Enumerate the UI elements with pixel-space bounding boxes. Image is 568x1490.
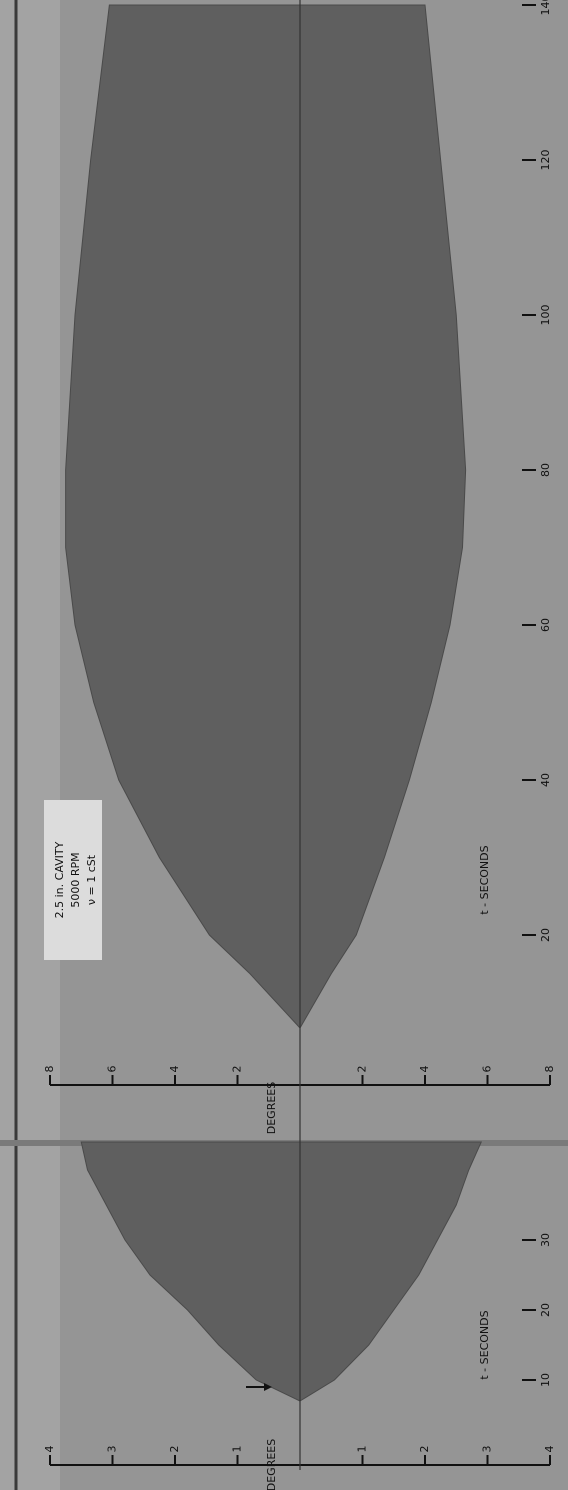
y-tick-label: 6 [106, 1066, 119, 1073]
annotation-text: ν = 1 cSt [85, 854, 98, 905]
plots: 4 3 2 1 1 2 3 4 DEGREES 10 20 30 t - SECONDS 8 6 4 2 2 4 6 8… [43, 0, 556, 1490]
x-axis-label: t - SECONDS [478, 845, 491, 914]
y-tick-label: 2 [356, 1066, 369, 1073]
x-axis-label: t - SECONDS [478, 1310, 491, 1379]
y-tick-label: 3 [106, 1446, 119, 1453]
y-tick-label: 4 [543, 1446, 556, 1453]
y-tick-label: 8 [543, 1066, 556, 1073]
x-tick-label: 60 [539, 618, 552, 632]
y-tick-label: 4 [418, 1066, 431, 1073]
y-tick-label: 2 [418, 1446, 431, 1453]
x-tick-label: 100 [539, 305, 552, 326]
x-tick-label: 140 [539, 0, 552, 16]
envelope-area [299, 4, 467, 1090]
y-tick-label: 4 [43, 1446, 56, 1453]
annotation-box [44, 800, 102, 960]
envelope-area [65, 4, 301, 1090]
arrow [246, 1383, 272, 1391]
y-tick-label: 6 [481, 1066, 494, 1073]
x-tick-label: 10 [539, 1373, 552, 1387]
y-axis-label: DEGREES [265, 1439, 278, 1490]
x-tick-label: 30 [539, 1233, 552, 1247]
y-tick-label: 4 [168, 1066, 181, 1073]
y-tick-label: 2 [231, 1066, 244, 1073]
y-tick-label: 8 [43, 1066, 56, 1073]
x-tick-label: 80 [539, 463, 552, 477]
x-tick-label: 120 [539, 150, 552, 171]
annotation-text: 5000 RPM [69, 852, 82, 907]
y-tick-label: 3 [481, 1446, 494, 1453]
x-tick-label: 40 [539, 773, 552, 787]
arrow-head [264, 1383, 272, 1391]
y-tick-label: 2 [168, 1446, 181, 1453]
y-tick-label: 1 [231, 1446, 244, 1453]
x-tick-label: 20 [539, 928, 552, 942]
background-edge [0, 0, 60, 1490]
x-tick-label: 20 [539, 1303, 552, 1317]
y-axis-label: DEGREES [265, 1082, 278, 1134]
annotation-text: 2.5 in. CAVITY [53, 841, 66, 918]
y-tick-label: 1 [356, 1446, 369, 1453]
